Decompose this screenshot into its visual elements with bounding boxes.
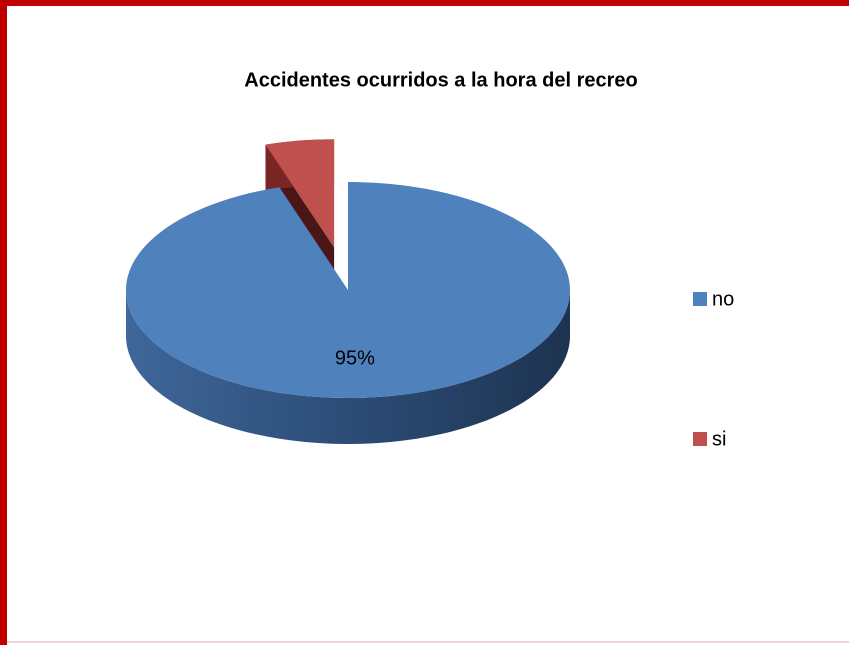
- legend-swatch: [693, 432, 707, 446]
- labels: 95%: [335, 348, 375, 370]
- legend: no si: [693, 288, 734, 450]
- legend-label: no: [712, 288, 734, 310]
- slice: [265, 139, 335, 248]
- slice-side: [126, 290, 570, 444]
- pie: [126, 139, 570, 444]
- data-label: 95%: [335, 348, 375, 370]
- border-left: [0, 0, 7, 645]
- chart-title: Accidentes ocurridos a la hora del recre…: [244, 69, 637, 91]
- border-top: [0, 0, 849, 6]
- legend-label: si: [712, 428, 726, 450]
- legend-swatch: [693, 292, 707, 306]
- slice: [126, 182, 570, 398]
